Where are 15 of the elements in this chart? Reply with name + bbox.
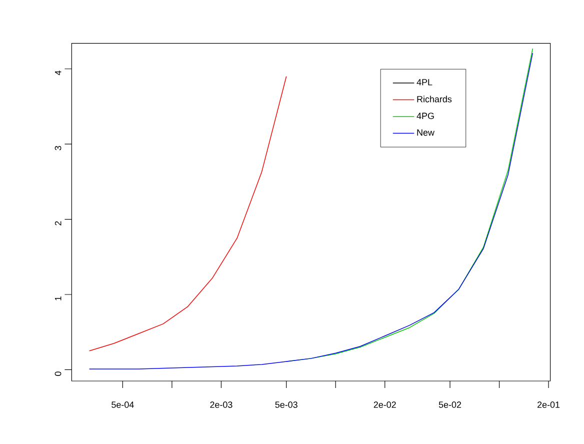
y-tick-label: 2: [54, 221, 62, 226]
y-tick-label: 0: [54, 372, 62, 376]
x-tick-label: 2e-02: [374, 402, 396, 408]
x-tick-label: 5e-04: [112, 402, 134, 408]
y-tick-label: 1: [55, 296, 62, 300]
legend-label: Richards: [417, 96, 452, 102]
y-tick-label: 3: [54, 146, 62, 150]
y-tick-label: 4: [55, 70, 62, 76]
x-tick-label: 5e-02: [438, 402, 462, 408]
x-tick-label: 2e-01: [538, 402, 560, 408]
legend-label: 4PL: [416, 79, 432, 86]
x-tick-label: 5e-03: [275, 402, 298, 408]
x-tick-label: 2e-03: [210, 402, 232, 408]
legend-label: New: [417, 129, 434, 136]
legend-label: 4PG: [416, 112, 434, 120]
